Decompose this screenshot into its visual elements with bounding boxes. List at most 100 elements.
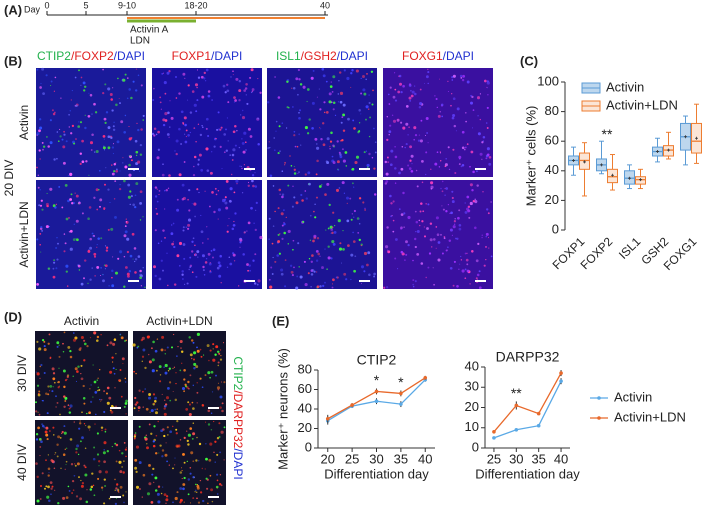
cell-dot [201, 386, 204, 389]
cell-dot [87, 282, 89, 285]
cell-dot [129, 254, 133, 258]
cell-dot [157, 500, 161, 504]
mean-marker [628, 176, 631, 180]
cell-dot [319, 108, 322, 111]
cell-dot [125, 447, 127, 449]
cell-dot [243, 89, 247, 92]
cell-dot [56, 443, 59, 446]
cell-dot [187, 380, 190, 384]
cell-dot [463, 148, 466, 151]
y-tick-label: 0 [552, 221, 559, 236]
cell-dot [281, 195, 284, 199]
cell-dot [329, 140, 333, 143]
cell-dot [433, 238, 436, 241]
cell-dot [146, 335, 150, 339]
cell-dot [439, 152, 442, 154]
cell-dot [141, 355, 145, 358]
cell-dot [132, 343, 136, 347]
cell-dot [151, 473, 154, 476]
cell-dot [351, 68, 354, 72]
stain-label: CTIP2/FOXP2/DAPI [37, 49, 145, 63]
cell-dot [244, 141, 247, 144]
cell-dot [185, 226, 187, 228]
panel-label: (C) [520, 53, 538, 68]
cell-dot [456, 107, 460, 111]
cell-dot [414, 245, 417, 249]
cell-dot [296, 275, 299, 278]
cell-dot [156, 408, 158, 410]
cell-dot [269, 147, 271, 149]
cell-dot [140, 84, 143, 87]
cell-dot [36, 475, 39, 479]
cell-dot [337, 219, 341, 223]
cell-dot [120, 336, 124, 340]
cell-dot [81, 436, 84, 440]
cell-dot [73, 332, 75, 334]
cell-dot [148, 463, 151, 467]
cell-dot [436, 106, 438, 109]
cell-dot [137, 406, 141, 410]
cell-dot [60, 467, 62, 470]
cell-dot [247, 127, 251, 131]
cell-dot [103, 502, 106, 505]
cell-dot [202, 242, 204, 244]
cell-dot [225, 128, 227, 131]
cell-dot [73, 474, 76, 477]
cell-dot [189, 374, 192, 377]
cell-dot [194, 254, 197, 256]
cell-dot [145, 407, 149, 411]
cell-dot [192, 384, 195, 387]
cell-dot [238, 89, 242, 93]
cell-dot [188, 388, 190, 390]
legend-point [597, 396, 601, 400]
cell-dot [341, 116, 344, 119]
cell-dot [334, 225, 336, 227]
cell-dot [476, 184, 479, 187]
cell-dot [156, 156, 160, 160]
cell-dot [166, 71, 170, 75]
cell-dot [430, 168, 432, 170]
cell-dot [111, 109, 114, 112]
cell-dot [81, 139, 84, 143]
cell-dot [397, 90, 401, 94]
cell-dot [367, 108, 370, 110]
cell-dot [232, 74, 234, 76]
cell-dot [295, 77, 299, 81]
point [559, 379, 563, 383]
cell-dot [460, 259, 463, 261]
cell-dot [63, 233, 66, 235]
cell-dot [155, 411, 158, 415]
cell-dot [154, 452, 158, 455]
cell-dot [184, 77, 186, 79]
cell-dot [447, 203, 450, 206]
cell-dot [178, 92, 181, 95]
cell-dot [364, 207, 366, 209]
cell-dot [223, 459, 225, 461]
cell-dot [233, 260, 236, 262]
cell-dot [385, 172, 389, 176]
cell-dot [386, 249, 389, 251]
cell-dot [134, 205, 137, 209]
cell-dot [133, 370, 135, 373]
cell-dot [167, 284, 169, 287]
cell-dot [227, 140, 229, 142]
cell-dot [91, 232, 94, 235]
cell-dot [323, 111, 326, 114]
cell-dot [350, 72, 353, 75]
cell-dot [150, 409, 154, 413]
cell-dot [138, 461, 142, 465]
cell-dot [339, 71, 342, 74]
cell-dot [342, 129, 346, 132]
cell-dot [478, 270, 481, 273]
cell-dot [410, 170, 414, 173]
micrograph-background [133, 331, 226, 416]
cell-dot [67, 199, 70, 203]
cell-dot [330, 228, 334, 231]
cell-dot [448, 168, 451, 171]
cell-dot [213, 421, 215, 423]
cell-dot [83, 359, 86, 362]
cell-dot [71, 492, 73, 494]
cell-dot [184, 123, 187, 127]
point [514, 403, 519, 408]
cell-dot [349, 197, 352, 200]
